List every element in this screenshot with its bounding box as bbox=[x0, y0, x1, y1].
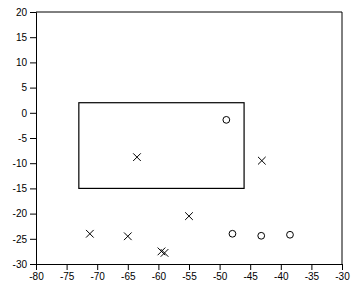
circle-station bbox=[287, 231, 294, 238]
tick-label: -5 bbox=[18, 133, 27, 144]
tick-mark bbox=[220, 264, 221, 270]
tick-mark bbox=[250, 264, 251, 270]
tick: -35 bbox=[305, 264, 320, 282]
chart: -80-75-70-65-60-55-50-45-40-35-30-30-25-… bbox=[0, 0, 358, 290]
circle-station bbox=[258, 232, 265, 239]
cross-station bbox=[86, 230, 94, 238]
tick: -80 bbox=[29, 264, 44, 282]
tick-mark bbox=[311, 264, 312, 270]
cross-station bbox=[185, 212, 193, 220]
x-axis-line bbox=[37, 265, 343, 271]
tick-label: -40 bbox=[274, 271, 289, 282]
tick-label: -70 bbox=[90, 271, 105, 282]
tick: -75 bbox=[60, 264, 75, 282]
tick-mark bbox=[281, 264, 282, 270]
tick-mark bbox=[30, 239, 36, 240]
tick: 0 bbox=[21, 108, 36, 119]
tick-label: -30 bbox=[13, 259, 28, 270]
tick-label: -50 bbox=[213, 271, 228, 282]
tick: 20 bbox=[16, 7, 36, 18]
tick-label: 20 bbox=[16, 7, 28, 18]
tick: -15 bbox=[13, 183, 36, 194]
plot: -80-75-70-65-60-55-50-45-40-35-30-30-25-… bbox=[13, 7, 351, 282]
region-box bbox=[79, 103, 244, 189]
tick: -30 bbox=[335, 264, 350, 282]
tick-mark bbox=[158, 264, 159, 270]
y-axis-line bbox=[30, 13, 37, 265]
tick-mark bbox=[30, 12, 36, 13]
tick: -40 bbox=[274, 264, 289, 282]
tick: -30 bbox=[13, 259, 36, 270]
tick-mark bbox=[30, 37, 36, 38]
cross-station bbox=[133, 153, 141, 161]
tick-mark bbox=[189, 264, 190, 270]
tick: -55 bbox=[182, 264, 197, 282]
tick-label: -10 bbox=[13, 158, 28, 169]
tick: -10 bbox=[13, 158, 36, 169]
tick-label: -15 bbox=[13, 183, 28, 194]
tick: 5 bbox=[21, 82, 36, 93]
tick-mark bbox=[30, 88, 36, 89]
tick-mark bbox=[67, 264, 68, 270]
tick-label: -60 bbox=[152, 271, 167, 282]
tick: -20 bbox=[13, 208, 36, 219]
cross-station bbox=[158, 248, 166, 256]
circle-station bbox=[223, 116, 230, 123]
tick: -60 bbox=[152, 264, 167, 282]
series bbox=[223, 116, 293, 239]
tick-label: 0 bbox=[21, 108, 27, 119]
tick-mark bbox=[30, 188, 36, 189]
cross-station bbox=[124, 232, 132, 240]
cross-station bbox=[258, 157, 266, 165]
tick-label: -55 bbox=[182, 271, 197, 282]
tick-mark bbox=[30, 264, 36, 265]
tick-label: -80 bbox=[29, 271, 44, 282]
marks bbox=[79, 103, 294, 257]
circle-station bbox=[229, 230, 236, 237]
tick-label: -45 bbox=[243, 271, 258, 282]
tick: -25 bbox=[13, 234, 36, 245]
cross-station bbox=[161, 249, 169, 257]
tick-mark bbox=[30, 113, 36, 114]
tick-label: 5 bbox=[21, 82, 27, 93]
tick-mark bbox=[30, 62, 36, 63]
frame bbox=[36, 12, 342, 13]
tick-label: -25 bbox=[13, 234, 28, 245]
tick-mark bbox=[97, 264, 98, 270]
tick-label: 10 bbox=[16, 57, 28, 68]
series bbox=[86, 153, 266, 256]
y-axis: -30 -25 -20 -15 -10 -5 0 5 10 15 20 bbox=[13, 7, 37, 270]
tick-mark bbox=[30, 163, 36, 164]
tick: 10 bbox=[16, 57, 36, 68]
tick: -70 bbox=[90, 264, 105, 282]
tick-label: -20 bbox=[13, 208, 28, 219]
frame bbox=[342, 12, 343, 264]
tick-label: -75 bbox=[60, 271, 75, 282]
tick-mark bbox=[30, 138, 36, 139]
tick-label: -65 bbox=[121, 271, 136, 282]
tick: 15 bbox=[16, 32, 36, 43]
tick-mark bbox=[30, 214, 36, 215]
tick: -50 bbox=[213, 264, 228, 282]
tick: -5 bbox=[18, 133, 36, 144]
tick-mark bbox=[342, 264, 343, 270]
tick-label: -35 bbox=[305, 271, 320, 282]
tick-label: 15 bbox=[16, 32, 28, 43]
tick: -45 bbox=[243, 264, 258, 282]
tick-label: -30 bbox=[335, 271, 350, 282]
x-axis: -80 -75 -70 -65 -60 -55 -50 -45 -40 -35 -30 bbox=[29, 264, 350, 282]
tick: -65 bbox=[121, 264, 136, 282]
tick-mark bbox=[128, 264, 129, 270]
